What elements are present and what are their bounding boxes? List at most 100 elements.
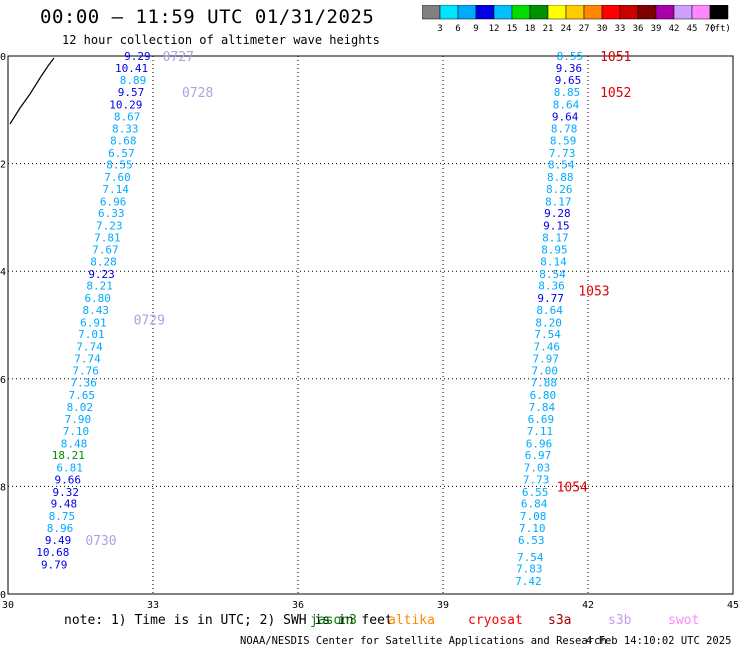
- swh-value-label: 7.10: [519, 522, 546, 535]
- swh-value-label: 8.78: [551, 123, 578, 136]
- coastline: [9, 57, 55, 125]
- swh-value-label: 7.46: [533, 341, 560, 354]
- x-tick-label: 39: [437, 600, 449, 611]
- swh-value-label: 9.65: [555, 74, 582, 87]
- swh-value-label: 6.81: [56, 462, 83, 475]
- swh-value-label: 9.28: [544, 207, 571, 220]
- swh-value-label: 7.10: [63, 425, 90, 438]
- colorbar-label: 24: [561, 24, 572, 34]
- swh-value-label: 9.64: [552, 110, 579, 123]
- swh-value-label: 8.96: [47, 522, 74, 535]
- y-tick-label: -36: [0, 375, 6, 386]
- swh-value-label: 9.32: [53, 486, 80, 499]
- swh-value-label: 6.69: [528, 413, 555, 426]
- swh-value-label: 8.67: [114, 110, 141, 123]
- swh-value-label: 8.36: [538, 280, 565, 293]
- swh-value-label: 7.73: [523, 473, 550, 486]
- pass-time-label: 1053: [578, 285, 609, 300]
- colorbar-label: 18: [525, 24, 536, 34]
- swh-value-label: 9.29: [124, 50, 151, 63]
- colorbar-label: 33: [615, 24, 626, 34]
- swh-value-label: 7.84: [529, 401, 556, 414]
- swh-value-label: 8.17: [545, 195, 572, 208]
- swh-value-label: 7.03: [524, 462, 551, 475]
- swh-value-label: 8.64: [553, 98, 580, 111]
- legend-item-s3b: s3b: [608, 613, 632, 628]
- colorbar-label: 12: [489, 24, 500, 34]
- map-subtitle: 12 hour collection of altimeter wave hei…: [62, 33, 380, 47]
- swh-value-label: 9.49: [45, 534, 72, 547]
- swh-value-label: 6.80: [530, 389, 557, 402]
- swh-value-label: 10.29: [109, 98, 142, 111]
- swh-value-label: 7.90: [65, 413, 92, 426]
- swh-value-label: 6.84: [521, 498, 548, 511]
- x-tick-label: 36: [292, 600, 304, 611]
- x-tick-label: 45: [727, 600, 739, 611]
- swh-value-label: 8.55: [557, 50, 584, 63]
- swh-value-label: 7.74: [74, 352, 101, 365]
- swh-value-label: 7.01: [78, 328, 105, 341]
- pass-time-label: 0727: [163, 50, 194, 65]
- swh-value-label: 8.33: [112, 123, 139, 136]
- swh-value-label: 7.42: [515, 575, 542, 588]
- swh-value-label: 7.54: [517, 551, 544, 564]
- swh-value-label: 7.23: [96, 219, 123, 232]
- swh-value-label: 8.21: [86, 280, 113, 293]
- swh-value-label: 7.54: [534, 328, 561, 341]
- swh-value-label: 7.14: [102, 183, 129, 196]
- map-title: 00:00 – 11:59 UTC 01/31/2025: [40, 6, 375, 28]
- colorbar-label: 45: [687, 24, 698, 34]
- swh-value-label: 7.08: [520, 510, 547, 523]
- colorbar-swatch: [709, 5, 729, 20]
- swh-value-label: 9.36: [556, 62, 583, 75]
- swh-value-label: 7.83: [516, 563, 543, 576]
- x-tick-label: 33: [147, 600, 159, 611]
- pass-time-label: 0730: [85, 534, 116, 549]
- swh-value-label: 9.66: [54, 473, 81, 486]
- swh-value-label: 8.14: [540, 256, 567, 269]
- colorbar-label: 30: [597, 24, 608, 34]
- colorbar-label: 42: [669, 24, 680, 34]
- swh-value-label: 6.55: [522, 486, 549, 499]
- colorbar-label: 36: [633, 24, 644, 34]
- swh-value-label: 8.28: [90, 256, 117, 269]
- colorbar-label: 9: [473, 24, 478, 34]
- pass-time-label: 1051: [600, 50, 631, 65]
- swh-value-label: 7.97: [533, 352, 560, 365]
- swh-value-label: 7.36: [70, 377, 97, 390]
- pass-time-label: 1052: [600, 86, 631, 101]
- swh-value-label: 7.00: [532, 365, 559, 378]
- swh-value-label: 6.33: [98, 207, 125, 220]
- footer-agency: NOAA/NESDIS Center for Satellite Applica…: [240, 635, 607, 647]
- x-tick-label: 30: [2, 600, 14, 611]
- swh-value-label: 6.96: [100, 195, 127, 208]
- legend-item-cryosat: cryosat: [468, 613, 523, 628]
- colorbar-label: 27: [579, 24, 590, 34]
- swh-value-label: 8.43: [83, 304, 110, 317]
- swh-value-label: 6.53: [518, 534, 545, 547]
- swh-value-label: 7.60: [104, 171, 131, 184]
- swh-value-label: 8.68: [110, 134, 137, 147]
- swh-value-label: 8.54: [548, 159, 575, 172]
- colorbar-label: 15: [507, 24, 518, 34]
- swh-value-label: 7.11: [527, 425, 554, 438]
- swh-value-label: 7.88: [531, 377, 558, 390]
- swh-value-label: 7.67: [92, 244, 119, 257]
- y-tick-label: -30: [0, 52, 6, 63]
- swh-value-label: 6.80: [84, 292, 111, 305]
- swh-value-label: 7.76: [72, 365, 99, 378]
- legend-item-altika: altika: [388, 613, 435, 628]
- swh-value-label: 7.73: [549, 147, 576, 160]
- swh-value-label: 8.26: [546, 183, 573, 196]
- pass-time-label: 0729: [134, 314, 165, 329]
- swh-value-label: 8.55: [106, 159, 133, 172]
- swh-value-label: 6.97: [525, 449, 552, 462]
- y-tick-label: -38: [0, 482, 6, 493]
- swh-value-label: 18.21: [52, 449, 85, 462]
- swh-value-label: 7.65: [69, 389, 96, 402]
- swh-value-label: 8.64: [536, 304, 563, 317]
- x-tick-label: 42: [582, 600, 594, 611]
- swh-value-label: 10.68: [36, 546, 69, 559]
- swh-value-label: 8.88: [547, 171, 574, 184]
- swh-value-label: 9.57: [118, 86, 145, 99]
